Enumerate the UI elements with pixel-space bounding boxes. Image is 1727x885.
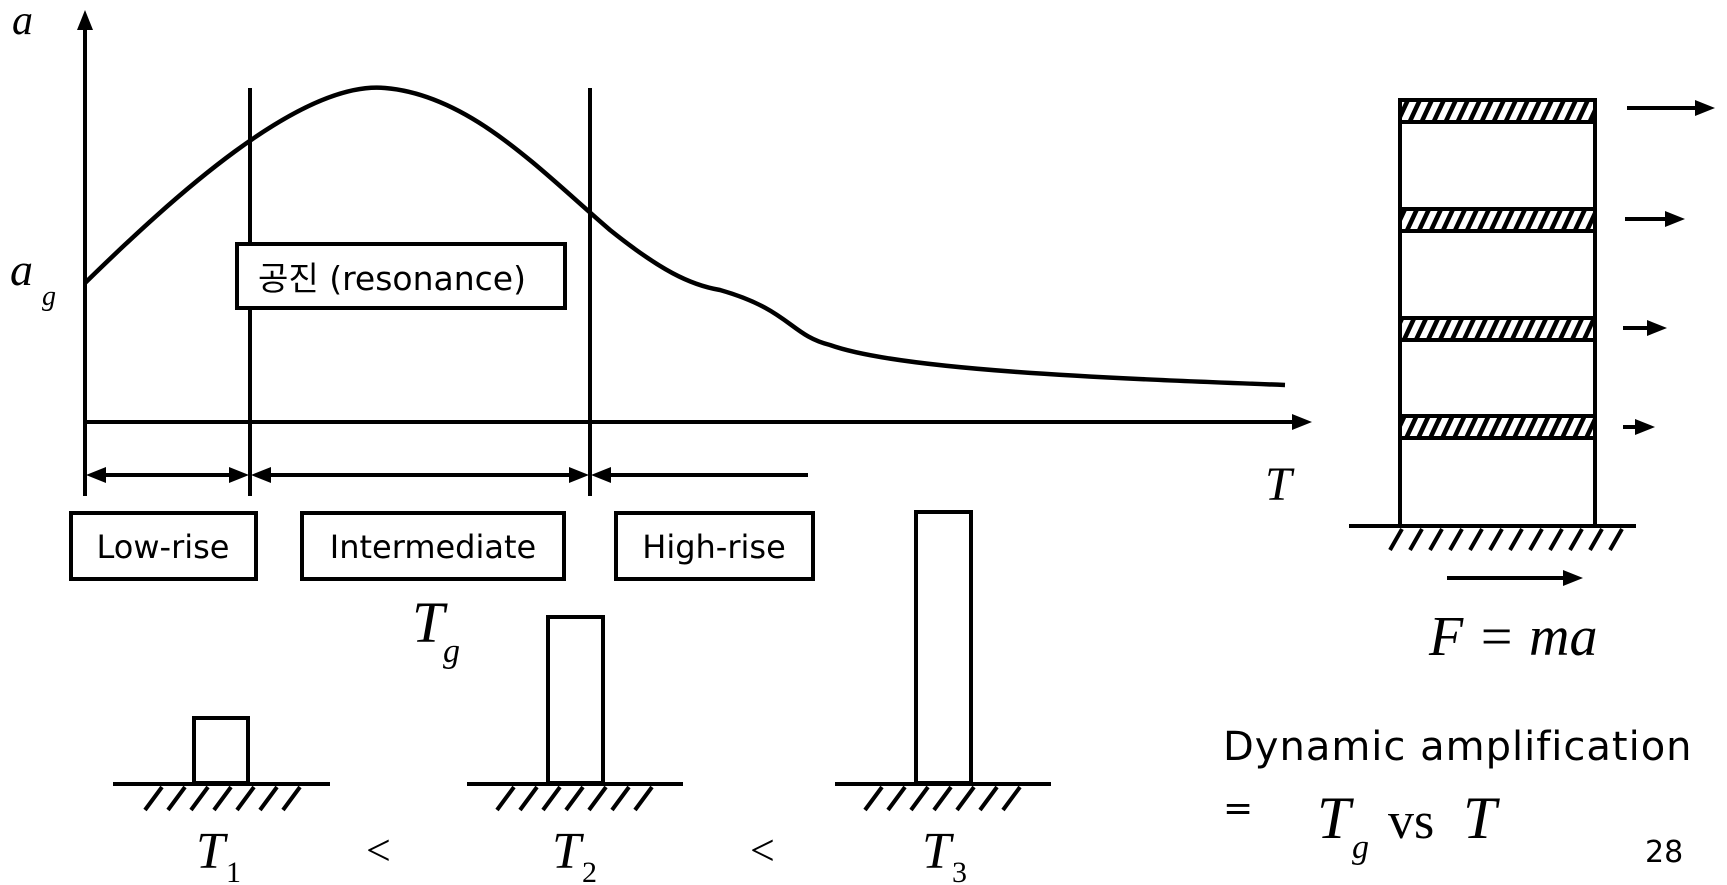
building-label-t1-sub: 1 — [226, 856, 241, 885]
building-t3 — [835, 510, 1051, 812]
floor-slab-2 — [1398, 316, 1597, 342]
building-label-t2-sub: 2 — [582, 856, 597, 885]
building-t2 — [467, 615, 683, 812]
less-than-1: < — [366, 826, 391, 875]
page-number: 28 — [1645, 835, 1683, 870]
ag-label: a g — [10, 244, 56, 312]
building-t1 — [113, 716, 330, 812]
multistory-frame — [1349, 98, 1636, 551]
formula-tg-main: T — [1317, 785, 1354, 851]
building-label-t3-sub: 3 — [952, 856, 967, 885]
tg-label: T g — [412, 590, 460, 670]
force-formula: F = ma — [1428, 606, 1597, 668]
region-label-low-rise: Low-rise — [97, 528, 230, 566]
range-arrow-low-rise — [86, 467, 249, 483]
ag-label-sub: g — [42, 281, 56, 312]
floor-slab-4 — [1398, 98, 1597, 124]
ground-hatch — [143, 785, 302, 812]
building-label-t3-main: T — [922, 823, 954, 880]
region-label-intermediate: Intermediate — [330, 528, 536, 566]
tg-label-sub: g — [443, 633, 460, 670]
dynamic-amplification-formula: T g vs T — [1317, 785, 1500, 866]
formula-t: T — [1463, 785, 1500, 851]
region-box-intermediate: Intermediate — [300, 511, 566, 581]
floor-slab-1 — [1398, 414, 1597, 440]
building-label-t3: T 3 — [922, 823, 967, 885]
dynamic-amplification-title: Dynamic amplification — [1223, 724, 1693, 770]
building-label-t2-main: T — [552, 823, 584, 880]
region-box-high-rise: High-rise — [614, 511, 815, 581]
formula-tg-sub: g — [1352, 829, 1369, 866]
force-arrow-floor-1 — [1623, 419, 1655, 435]
y-axis-label: a — [12, 0, 33, 44]
building-label-t1-main: T — [196, 823, 228, 880]
ground-hatch — [863, 785, 1022, 812]
region-label-high-rise: High-rise — [642, 528, 786, 566]
x-axis — [85, 414, 1312, 430]
force-arrow-floor-3 — [1625, 211, 1685, 227]
range-arrow-intermediate — [251, 467, 589, 483]
less-than-2: < — [750, 826, 775, 875]
force-arrow-floor-2 — [1623, 320, 1667, 336]
floor-slab-3 — [1398, 207, 1597, 233]
dynamic-amplification-equals: = — [1223, 788, 1253, 829]
ground-motion-arrow — [1447, 570, 1583, 586]
building-label-t1: T 1 — [196, 823, 241, 885]
y-axis-arrowhead — [77, 10, 93, 30]
x-axis-arrowhead — [1292, 414, 1312, 430]
spectrum-curve — [83, 85, 1286, 388]
ag-label-main: a — [10, 244, 33, 295]
range-arrow-high-rise — [591, 467, 808, 483]
building-label-t2: T 2 — [552, 823, 597, 885]
resonance-label: 공진 (resonance) — [258, 259, 526, 298]
tg-label-main: T — [412, 590, 448, 655]
ground-hatch — [495, 785, 654, 812]
resonance-box: 공진 (resonance) — [235, 242, 567, 310]
force-arrow-floor-4 — [1627, 100, 1715, 116]
region-box-low-rise: Low-rise — [69, 511, 258, 581]
formula-vs: vs — [1388, 793, 1434, 850]
y-axis — [77, 10, 93, 496]
frame-ground-hatch — [1388, 528, 1624, 551]
x-axis-label: T — [1265, 458, 1295, 511]
